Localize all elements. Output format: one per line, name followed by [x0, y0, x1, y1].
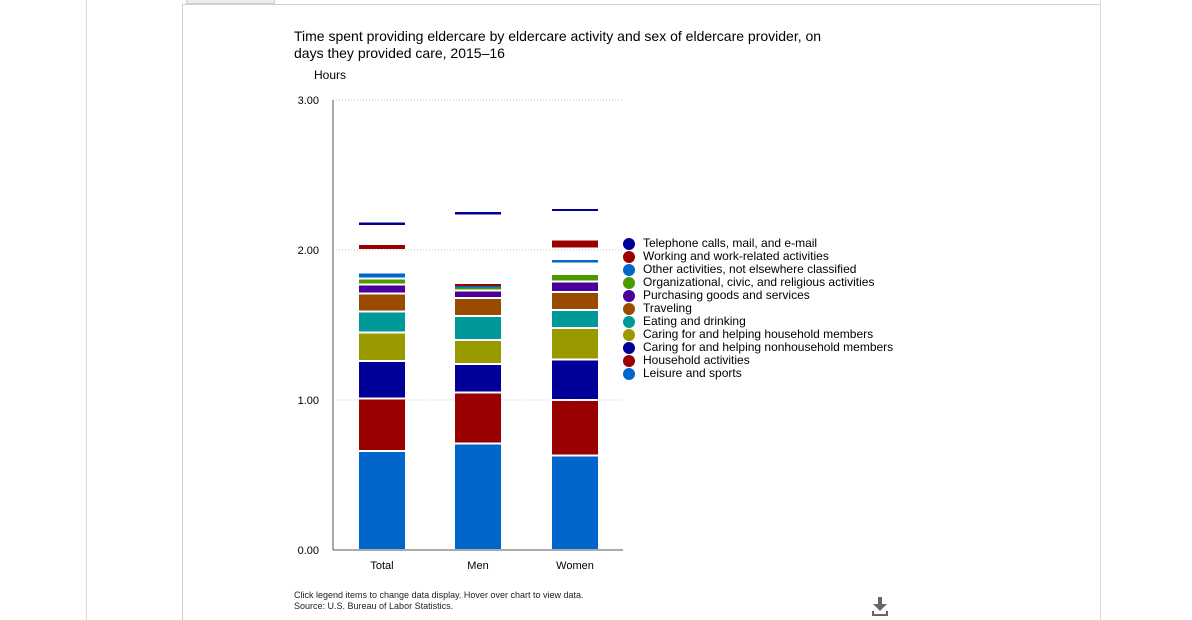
footnote-source: Source: U.S. Bureau of Labor Statistics.: [294, 601, 454, 611]
bar-segment[interactable]: [359, 362, 405, 398]
bar-segment[interactable]: [455, 444, 501, 550]
legend-swatch: [623, 276, 635, 289]
bar-segment[interactable]: [455, 287, 501, 290]
bar-segment[interactable]: [455, 291, 501, 298]
bar-segment[interactable]: [359, 279, 405, 284]
legend-item[interactable]: Eating and drinking: [623, 315, 893, 328]
legend-swatch: [623, 315, 635, 328]
legend-item[interactable]: Purchasing goods and services: [623, 289, 893, 302]
legend-swatch: [623, 328, 635, 341]
bar-segment[interactable]: [552, 209, 598, 211]
download-icon[interactable]: [868, 594, 892, 618]
bar-segment[interactable]: [359, 452, 405, 549]
bar-segment[interactable]: [552, 401, 598, 455]
legend-label: Purchasing goods and services: [643, 288, 810, 302]
legend-item[interactable]: Caring for and helping nonhousehold memb…: [623, 341, 893, 354]
legend-label: Household activities: [643, 353, 750, 367]
page-border-left: [86, 0, 87, 620]
legend-item[interactable]: Working and work-related activities: [623, 250, 893, 263]
bar-segment[interactable]: [552, 260, 598, 263]
legend-swatch: [623, 289, 635, 302]
bar-segment[interactable]: [359, 245, 405, 249]
bar-segment[interactable]: [552, 293, 598, 309]
chart-legend: Telephone calls, mail, and e-mail Working…: [623, 237, 893, 380]
legend-item[interactable]: Organizational, civic, and religious act…: [623, 276, 893, 289]
bar-segment[interactable]: [359, 294, 405, 311]
bar-segment[interactable]: [552, 240, 598, 248]
tab-stub[interactable]: [186, 0, 275, 4]
x-tick-label: Men: [467, 560, 488, 572]
bar-segment[interactable]: [552, 282, 598, 292]
legend-swatch: [623, 354, 635, 367]
bar-segment[interactable]: [552, 360, 598, 400]
legend-label: Organizational, civic, and religious act…: [643, 275, 875, 289]
chart-footnote: Click legend items to change data displa…: [294, 590, 583, 612]
chart-panel: [182, 4, 1100, 620]
bar-segment[interactable]: [455, 341, 501, 363]
bar-segment[interactable]: [359, 273, 405, 278]
legend-item[interactable]: Caring for and helping household members: [623, 328, 893, 341]
bar-segment[interactable]: [359, 333, 405, 361]
bar-segment[interactable]: [552, 275, 598, 281]
legend-label: Traveling: [643, 301, 692, 315]
bar-segment[interactable]: [552, 329, 598, 359]
legend-item[interactable]: Household activities: [623, 354, 893, 367]
y-tick-label: 1.00: [298, 395, 319, 407]
y-tick-label: 0.00: [298, 545, 319, 557]
legend-swatch: [623, 237, 635, 250]
bar-segment[interactable]: [455, 284, 501, 286]
page-border-right: [1100, 0, 1101, 620]
y-tick-label: 2.00: [298, 245, 319, 257]
legend-label: Eating and drinking: [643, 314, 746, 328]
bar-segment[interactable]: [359, 312, 405, 332]
bar-segment[interactable]: [455, 317, 501, 339]
legend-item[interactable]: Other activities, not elsewhere classifi…: [623, 263, 893, 276]
bar-segment[interactable]: [455, 299, 501, 315]
bar-segment[interactable]: [359, 399, 405, 451]
footnote-instructions: Click legend items to change data displa…: [294, 590, 584, 600]
legend-label: Telephone calls, mail, and e-mail: [643, 236, 818, 250]
legend-label: Caring for and helping household members: [643, 327, 874, 341]
legend-item[interactable]: Telephone calls, mail, and e-mail: [623, 237, 893, 250]
legend-swatch: [623, 341, 635, 354]
bar-segment[interactable]: [552, 456, 598, 550]
legend-swatch: [623, 302, 635, 315]
y-axis-label: Hours: [314, 68, 347, 82]
bar-segment[interactable]: [455, 212, 501, 215]
bar-segment[interactable]: [552, 311, 598, 327]
legend-swatch: [623, 263, 635, 276]
bar-segment[interactable]: [455, 365, 501, 392]
y-tick-label: 3.00: [298, 95, 319, 107]
legend-label: Other activities, not elsewhere classifi…: [643, 262, 857, 276]
x-tick-label: Women: [556, 560, 594, 572]
legend-swatch: [623, 250, 635, 263]
bar-segment[interactable]: [455, 285, 501, 288]
legend-swatch: [623, 367, 635, 380]
bar-segment[interactable]: [359, 285, 405, 293]
chart-title: Time spent providing eldercare by elderc…: [294, 28, 822, 61]
legend-label: Caring for and helping nonhousehold memb…: [643, 340, 894, 354]
legend-item[interactable]: Leisure and sports: [623, 367, 893, 380]
x-tick-label: Total: [370, 560, 393, 572]
bar-segment[interactable]: [455, 393, 501, 443]
bar-segment[interactable]: [359, 222, 405, 226]
legend-item[interactable]: Traveling: [623, 302, 893, 315]
legend-label: Leisure and sports: [643, 366, 742, 380]
legend-label: Working and work-related activities: [643, 249, 829, 263]
